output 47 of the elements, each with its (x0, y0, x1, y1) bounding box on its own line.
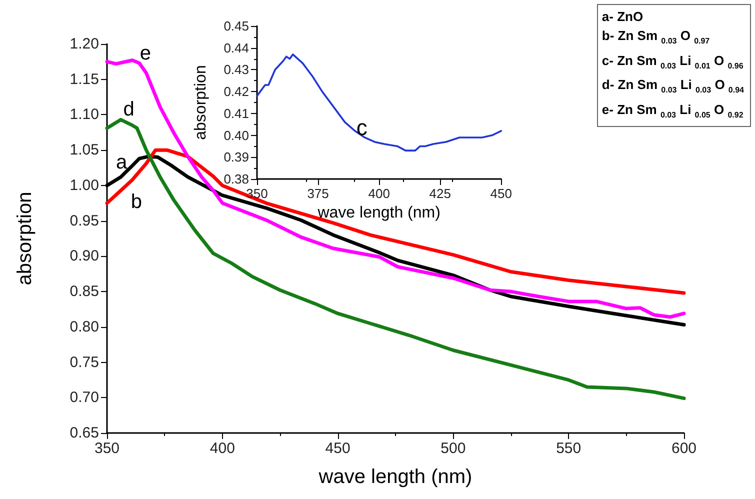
annotation: e- Zn Sm $_{0.03}$ Li $_{0.05}$ O $_{0.92}$ (602, 100, 744, 122)
y-tick-label: 0.90 (70, 248, 99, 265)
x-tick-label: 400 (368, 186, 390, 201)
x-tick-label: 450 (490, 186, 512, 201)
y-axis-title: absorption (14, 192, 36, 286)
annotation: d- Zn Sm $_{0.03}$ Li $_{0.03}$ O $_{0.94}$ (602, 76, 744, 97)
x-tick-label: 350 (246, 186, 268, 201)
y-tick-label: 0.44 (224, 40, 249, 56)
y-tick-label: 1.20 (70, 36, 99, 52)
x-tick-label: 350 (94, 440, 120, 457)
y-tick-label: 0.80 (70, 318, 99, 336)
line-series (256, 54, 502, 152)
y-tick-label: 1.10 (70, 106, 99, 124)
series-label: c (356, 114, 368, 140)
x-tick-label: 425 (429, 186, 451, 201)
annotation: b- Zn Sm $_{0.03}$ O $_{0.97}$ (602, 27, 711, 48)
y-tick-label: 0.42 (224, 84, 249, 100)
y-tick-label: 0.45 (224, 18, 249, 34)
y-tick-label: 0.65 (70, 424, 99, 442)
annotation: c- Zn Sm $_{0.03}$ Li $_{0.01}$ O $_{0.96}$ (602, 52, 744, 72)
y-tick-label: 0.75 (70, 354, 99, 371)
y-tick-label: 0.85 (70, 283, 99, 300)
series-label: b (130, 191, 142, 214)
line-series (105, 148, 686, 295)
series-label: e (140, 42, 151, 64)
x-tick-label: 400 (210, 440, 235, 457)
y-tick-label: 0.38 (224, 172, 249, 186)
x-tick-label: 550 (556, 440, 582, 457)
text: a- ZnO (602, 8, 644, 26)
y-tick-label: 1.15 (70, 70, 99, 88)
x-tick-label: 375 (307, 186, 329, 201)
x-tick-label: 500 (440, 440, 466, 457)
y-tick-label: 0.43 (224, 62, 249, 78)
x-tick-label: 600 (671, 440, 697, 457)
x-axis-title: wave length (nm) (318, 466, 472, 488)
y-axis-title: absorption (192, 65, 210, 140)
x-tick-label: 450 (325, 440, 350, 457)
y-tick-label: 0.95 (70, 212, 99, 230)
y-tick-label: 0.41 (224, 106, 249, 121)
y-tick-label: 0.39 (224, 150, 249, 165)
y-tick-label: 0.40 (224, 128, 249, 143)
y-tick-label: 1.05 (70, 142, 99, 159)
x-axis-title: wave length (nm) (316, 204, 440, 222)
series-label: d (123, 98, 134, 121)
y-tick-label: 1.00 (70, 176, 99, 194)
y-tick-label: 0.70 (70, 389, 99, 406)
series-label: a (116, 151, 128, 174)
